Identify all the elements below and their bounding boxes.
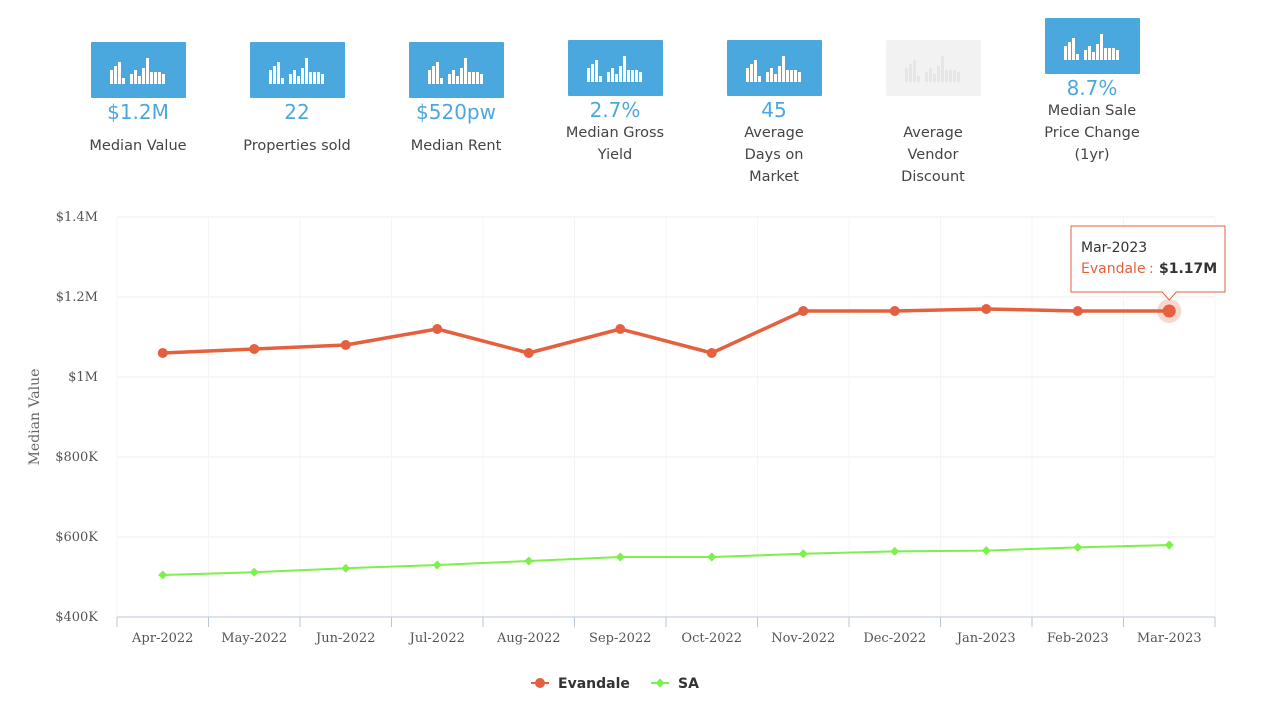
stat-value xyxy=(853,98,1013,122)
data-point-sa[interactable] xyxy=(1073,542,1083,552)
stat-properties-sold[interactable]: 22 Properties sold xyxy=(217,42,377,157)
x-tick-label: Mar-2023 xyxy=(1137,631,1202,646)
bar-chart-icon[interactable] xyxy=(885,40,981,96)
x-tick-label: Apr-2022 xyxy=(131,631,193,646)
data-point-sa[interactable] xyxy=(981,546,991,556)
stat-value: 45 xyxy=(761,98,787,122)
legend-marker xyxy=(655,678,665,688)
stat-median-sale-price-change[interactable]: 8.7% Median Sale Price Change (1yr) xyxy=(1012,18,1172,166)
x-tick-label: Nov-2022 xyxy=(771,631,835,646)
bar-chart-icon[interactable] xyxy=(90,42,186,98)
x-tick-label: Jul-2022 xyxy=(408,631,465,646)
data-point-sa[interactable] xyxy=(524,556,534,566)
x-tick-label: Dec-2022 xyxy=(863,631,926,646)
stat-label: Median Sale Price Change (1yr) xyxy=(1044,103,1140,163)
data-point-sa[interactable] xyxy=(249,567,259,577)
data-point-sa[interactable] xyxy=(432,560,442,570)
tooltip-value: $1.17M xyxy=(1159,261,1217,277)
stat-label: Average Days on Market xyxy=(744,125,804,185)
x-tick-label: Aug-2022 xyxy=(496,631,561,646)
data-point-sa[interactable] xyxy=(798,549,808,559)
tooltip-series-name: Evandale xyxy=(1081,261,1146,277)
stat-median-gross-yield[interactable]: 2.7% Median Gross Yield xyxy=(535,40,695,166)
stat-label: Median Value xyxy=(89,138,187,154)
data-point-evandale[interactable] xyxy=(523,348,534,358)
data-point-sa[interactable] xyxy=(341,563,351,573)
median-value-chart: $400K $600K $800K $1M $1.2M $1.4M Apr-2022 May-… xyxy=(27,210,1226,692)
legend-item-evandale[interactable]: Evandale xyxy=(558,676,630,692)
stat-label: Median Gross Yield xyxy=(565,125,665,163)
bar-chart-icon[interactable] xyxy=(567,40,663,96)
y-tick-label: $1.4M xyxy=(56,210,98,225)
data-point-evandale[interactable] xyxy=(889,306,900,316)
y-tick-label: $1M xyxy=(68,370,98,385)
data-point-evandale[interactable] xyxy=(432,324,443,334)
data-point-evandale[interactable] xyxy=(340,340,351,350)
x-tick-label: Sep-2022 xyxy=(589,631,651,646)
data-point-evandale[interactable] xyxy=(798,306,809,316)
x-tick-label: May-2022 xyxy=(221,631,287,646)
y-tick-label: $600K xyxy=(55,530,98,545)
stat-average-days-on-market[interactable]: 45 Average Days on Market xyxy=(694,40,854,188)
tooltip-category: Mar-2023 xyxy=(1081,240,1147,256)
x-tick-label: Feb-2023 xyxy=(1047,631,1109,646)
legend-item-sa[interactable]: SA xyxy=(678,676,699,692)
stat-value: 2.7% xyxy=(589,98,641,122)
data-point-sa[interactable] xyxy=(890,546,900,556)
bar-chart-icon[interactable] xyxy=(1044,18,1140,74)
bar-chart-icon[interactable] xyxy=(726,40,822,96)
data-point-sa[interactable] xyxy=(1164,540,1174,550)
data-point-sa[interactable] xyxy=(158,570,168,580)
tooltip-box xyxy=(1070,225,1226,301)
stat-average-vendor-discount[interactable]: Average Vendor Discount xyxy=(853,40,1013,188)
data-point-sa[interactable] xyxy=(707,552,717,562)
x-tick-label: Jan-2023 xyxy=(955,631,1016,646)
data-point-evandale[interactable] xyxy=(157,348,168,358)
stat-value: 8.7% xyxy=(1066,76,1118,100)
data-point-evandale[interactable] xyxy=(981,304,992,314)
bar-chart-icon[interactable] xyxy=(408,42,504,98)
y-tick-label: $400K xyxy=(55,610,98,625)
data-point-evandale[interactable] xyxy=(615,324,626,334)
data-point-sa[interactable] xyxy=(615,552,625,562)
series-line-sa xyxy=(162,544,1170,576)
data-point-evandale[interactable] xyxy=(1162,304,1176,318)
stat-label: Average Vendor Discount xyxy=(901,125,965,185)
y-axis-title: Median Value xyxy=(27,369,43,466)
stat-median-rent[interactable]: $520pw Median Rent xyxy=(376,42,536,157)
data-point-evandale[interactable] xyxy=(1072,306,1083,316)
stat-median-value[interactable]: $1.2M Median Value xyxy=(58,42,218,157)
data-point-evandale[interactable] xyxy=(706,348,717,358)
y-tick-label: $1.2M xyxy=(56,290,98,305)
data-point-evandale[interactable] xyxy=(249,344,260,354)
series-line-evandale xyxy=(162,307,1170,355)
bar-chart-icon[interactable] xyxy=(249,42,345,98)
x-tick-label: Jun-2022 xyxy=(314,631,375,646)
x-tick-label: Oct-2022 xyxy=(681,631,742,646)
stat-value: $520pw xyxy=(416,100,496,124)
stat-value: $1.2M xyxy=(107,100,169,124)
stat-value: 22 xyxy=(284,100,310,124)
stat-label: Properties sold xyxy=(243,138,351,154)
y-tick-label: $800K xyxy=(55,450,98,465)
tooltip-colon: : xyxy=(1149,261,1154,277)
stat-label: Median Rent xyxy=(410,138,502,154)
legend-marker xyxy=(535,678,545,688)
